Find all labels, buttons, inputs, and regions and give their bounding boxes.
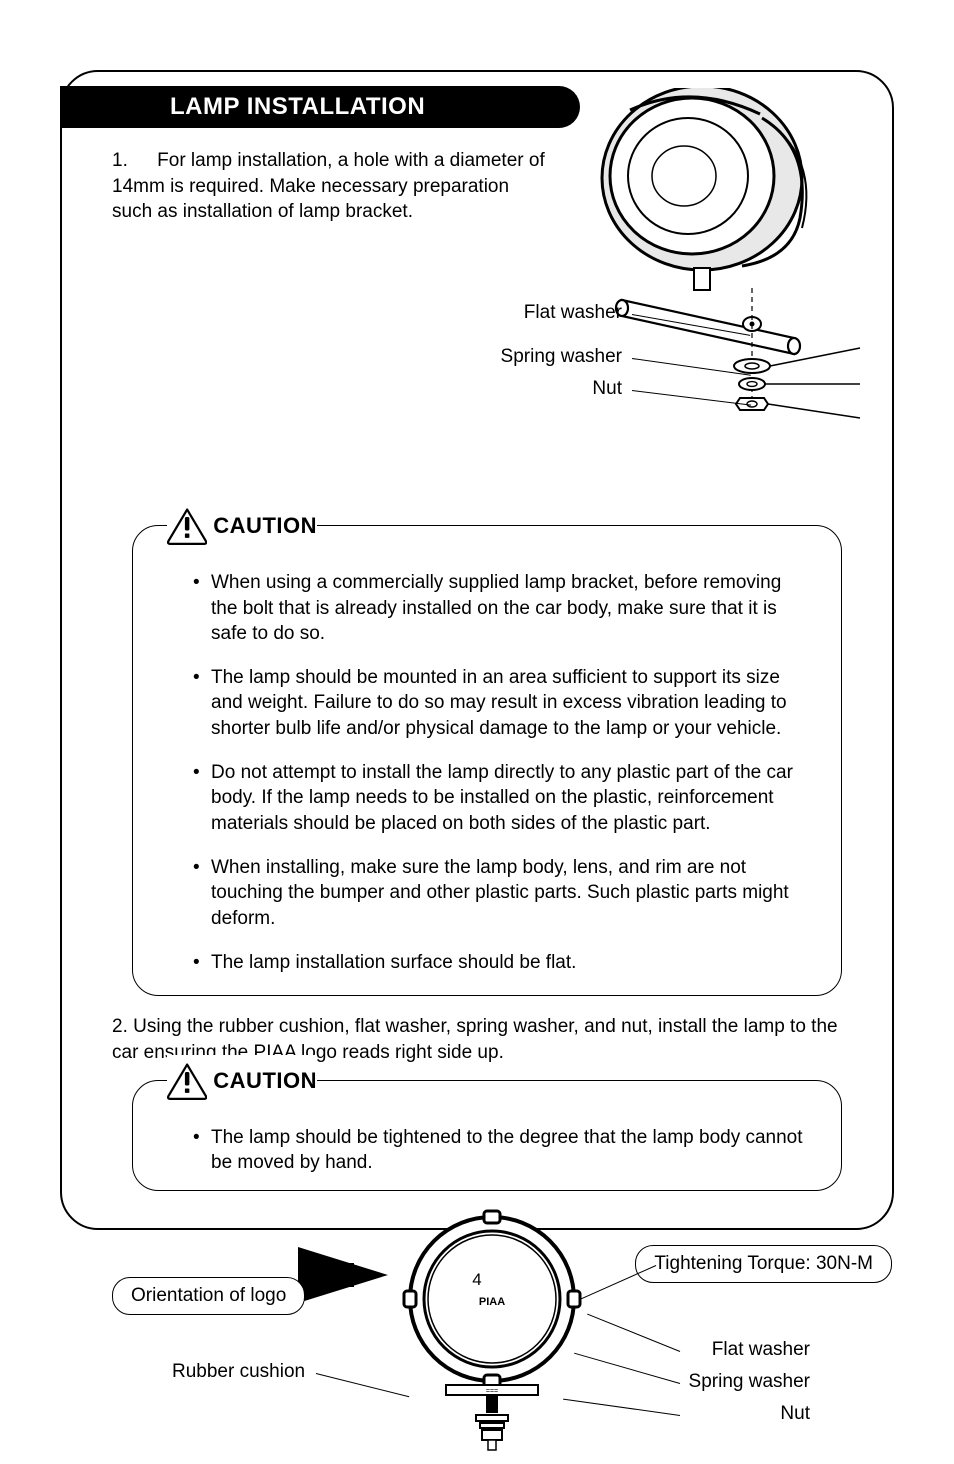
caution-box-1: CAUTION When using a commercially suppli…: [132, 525, 842, 996]
label-nut: Nut: [482, 378, 622, 400]
caution-label: CAUTION: [213, 513, 317, 539]
leader-line: [587, 1313, 680, 1351]
lamp-front-svg: PIAA ===: [392, 1209, 592, 1459]
caution-item: When installing, make sure the lamp body…: [193, 855, 811, 932]
label-rubber-cushion: Rubber cushion: [172, 1361, 305, 1383]
caution-header: CAUTION: [167, 1055, 317, 1107]
step-1-num: 1.: [112, 150, 128, 171]
lamp-diagram-side: Flat washer Spring washer Nut: [512, 88, 872, 428]
caution-icon: [167, 1057, 207, 1105]
caution-label: CAUTION: [213, 1068, 317, 1094]
label-spring-washer: Spring washer: [689, 1371, 810, 1393]
label-flat-washer: Flat washer: [482, 302, 622, 324]
caution-box-2: CAUTION The lamp should be tightened to …: [132, 1080, 842, 1191]
label-spring-washer: Spring washer: [482, 346, 622, 368]
caution-header: CAUTION: [167, 500, 317, 552]
step-1-text: For lamp installation, a hole with a dia…: [112, 150, 545, 222]
label-flat-washer: Flat washer: [712, 1339, 810, 1361]
content-frame: LAMP INSTALLATION 1. For lamp installati…: [60, 70, 894, 1230]
caution-icon: [167, 502, 207, 550]
lamp-side-svg: [512, 88, 872, 428]
section-header: LAMP INSTALLATION: [60, 86, 580, 128]
page: LAMP INSTALLATION 1. For lamp installati…: [0, 0, 954, 1340]
step-2-num: 2.: [112, 1016, 128, 1037]
caution-list: The lamp should be tightened to the degr…: [193, 1125, 811, 1176]
caution-item: The lamp should be tightened to the degr…: [193, 1125, 811, 1176]
lamp-diagram-front: Orientation of logo Tightening Torque: 3…: [112, 1209, 872, 1459]
svg-text:===: ===: [486, 1388, 498, 1395]
svg-text:PIAA: PIAA: [479, 1296, 505, 1308]
lamp-front-svg-wrap: PIAA ===: [392, 1209, 592, 1464]
label-nut: Nut: [780, 1403, 810, 1425]
caution-list: When using a commercially supplied lamp …: [193, 570, 811, 975]
caution-item: When using a commercially supplied lamp …: [193, 570, 811, 647]
caution-item: The lamp should be mounted in an area su…: [193, 665, 811, 742]
caution-item: Do not attempt to install the lamp direc…: [193, 760, 811, 837]
step-1: 1. For lamp installation, a hole with a …: [112, 148, 552, 225]
page-number: 4: [0, 1270, 954, 1290]
section-title: LAMP INSTALLATION: [170, 93, 425, 121]
content-area: 1. For lamp installation, a hole with a …: [112, 148, 862, 1459]
caution-item: The lamp installation surface should be …: [193, 950, 811, 976]
